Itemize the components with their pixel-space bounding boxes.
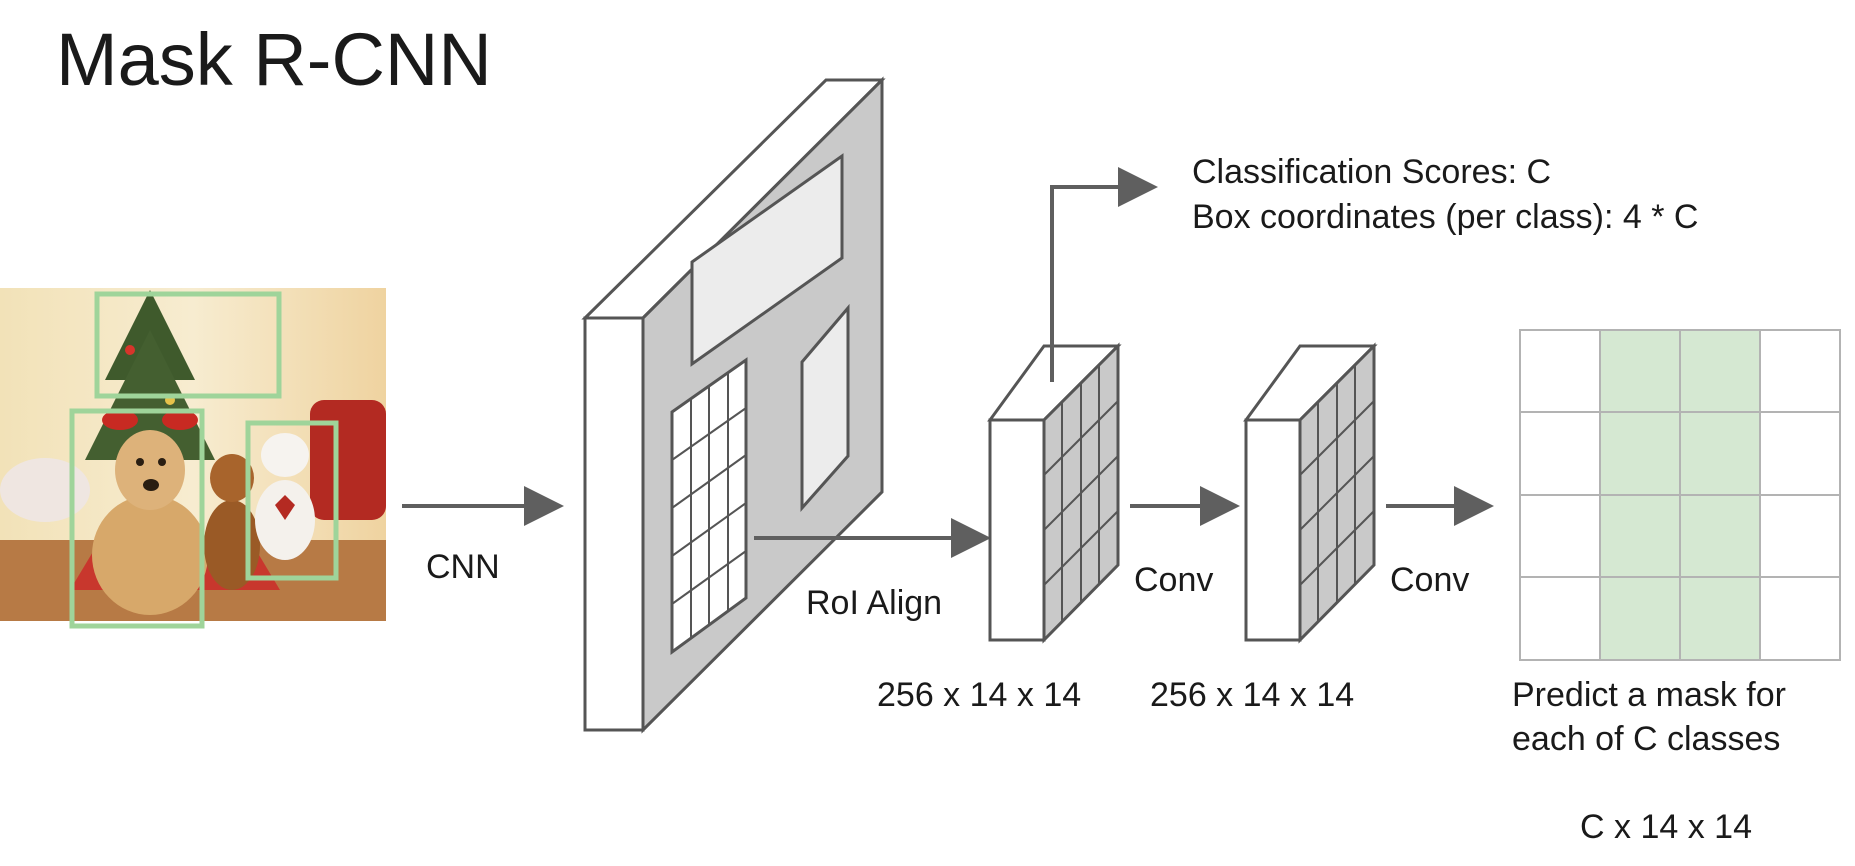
classification-branch-arrow [1050, 167, 1158, 382]
roi-feature-block-2 [1243, 342, 1378, 644]
shape-label-2: 256 x 14 x 14 [1150, 676, 1354, 714]
box-coordinates-label: Box coordinates (per class): 4 * C [1192, 198, 1698, 236]
mask-output-grid [1519, 329, 1841, 661]
feature-map [581, 76, 886, 734]
page-title: Mask R-CNN [56, 18, 492, 101]
cnn-label: CNN [426, 548, 500, 586]
shape-label-1: 256 x 14 x 14 [877, 676, 1081, 714]
classification-scores-label: Classification Scores: C [1192, 153, 1551, 191]
roi-feature-block-1 [987, 342, 1122, 644]
roi-align-label: RoI Align [806, 584, 942, 622]
bbox-golden-retriever [69, 408, 205, 629]
conv-label-2: Conv [1390, 561, 1469, 599]
bbox-tree [94, 291, 282, 399]
mask-shape-label: C x 14 x 14 [1580, 808, 1752, 846]
mask-caption-line1: Predict a mask for [1512, 676, 1786, 714]
mask-caption-line2: each of C classes [1512, 720, 1780, 758]
conv-label-1: Conv [1134, 561, 1213, 599]
input-image [0, 288, 386, 621]
bbox-cat [245, 420, 339, 581]
